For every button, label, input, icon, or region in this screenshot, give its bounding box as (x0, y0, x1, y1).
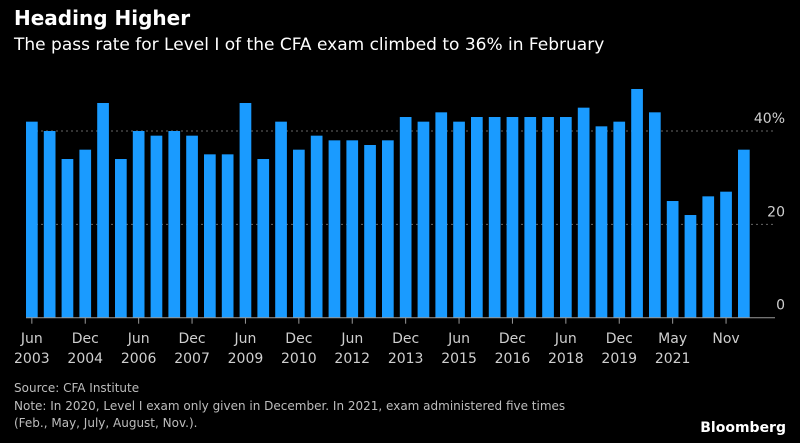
x-tick-label-month: Dec (499, 331, 526, 347)
bar-jun-2007 (168, 131, 181, 318)
bar-dec-2010 (293, 149, 305, 318)
x-tick-label-month: Jun (554, 331, 577, 347)
bar-dec-2008 (221, 154, 234, 318)
source-note: Source: CFA Institute (14, 381, 140, 395)
chart-subtitle: The pass rate for Level I of the CFA exa… (14, 35, 605, 55)
bar-dec-2020 (631, 88, 643, 318)
bar-jun-2003 (26, 121, 38, 318)
x-tick-label-year: 2010 (281, 351, 317, 367)
x-tick-label-month: Nov (712, 331, 739, 347)
bar-dec-2014 (435, 112, 448, 318)
x-tick-label-year: 2016 (495, 351, 531, 367)
x-tick-label-year: 2006 (121, 351, 157, 367)
bar-jun-2009 (239, 102, 252, 318)
x-tick-label-year: 2019 (601, 351, 637, 367)
x-tick-label-year: 2018 (548, 351, 584, 367)
x-tick-label-year: 2012 (334, 351, 370, 367)
bar-dec-2013 (399, 116, 412, 318)
bar-jun-2006 (132, 131, 145, 318)
bar-jun-2017 (524, 116, 537, 318)
bar-dec-2006 (150, 135, 163, 318)
x-tick-label-month: Dec (392, 331, 419, 347)
bloomberg-logo: Bloomberg (700, 420, 786, 436)
x-tick-label-year: 2004 (67, 351, 103, 367)
bar-dec-2007 (186, 135, 198, 318)
x-tick-label-year: 2003 (14, 351, 50, 367)
bar-jun-2011 (310, 135, 323, 318)
bar-may-2021 (666, 201, 679, 318)
bar-jun-2004 (61, 159, 74, 318)
bar-jun-2018 (560, 116, 572, 318)
x-tick-label-year: 2015 (441, 351, 477, 367)
bar-dec-2018 (577, 107, 590, 318)
x-tick-label-month: Jun (447, 331, 470, 347)
x-tick-label-month: Dec (606, 331, 633, 347)
bar-dec-2017 (542, 116, 554, 318)
y-tick-label: 40% (754, 111, 785, 127)
bar-dec-2005 (115, 159, 127, 318)
footnote-line-1: Note: In 2020, Level I exam only given i… (14, 399, 566, 413)
bar-dec-2011 (328, 140, 341, 318)
x-tick-label-month: Dec (72, 331, 99, 347)
bar-dec-2009 (257, 159, 270, 318)
bar-jul-2021 (684, 215, 697, 318)
bar-jun-2016 (488, 116, 501, 318)
footnote-line-2: (Feb., May, July, August, Nov.). (14, 416, 198, 430)
bar-feb-2021 (649, 112, 661, 318)
bar-jun-2012 (346, 140, 359, 318)
x-tick-label-year: 2007 (174, 351, 210, 367)
bar-jun-2010 (275, 121, 287, 318)
bar-jun-2013 (382, 140, 394, 318)
bar-dec-2004 (79, 149, 92, 318)
bar-jun-2008 (204, 154, 216, 318)
chart-title: Heading Higher (14, 6, 191, 30)
bar-dec-2012 (364, 145, 376, 318)
bar-dec-2019 (613, 121, 626, 318)
x-tick-label-month: Dec (179, 331, 206, 347)
bar-jun-2015 (453, 121, 465, 318)
bar-jun-2019 (595, 126, 608, 318)
bar-aug-2021 (702, 196, 715, 318)
x-tick-label-month: Jun (20, 331, 43, 347)
bar-dec-2015 (471, 116, 483, 318)
x-tick-label-month: Dec (285, 331, 312, 347)
bar-jun-2014 (417, 121, 430, 318)
bar-dec-2016 (506, 116, 519, 318)
x-tick-label-year: 2021 (655, 351, 691, 367)
y-tick-label: 20 (767, 204, 785, 220)
bar-feb-2022 (738, 149, 750, 318)
x-tick-label-year: 2009 (228, 351, 264, 367)
x-tick-label-month: May (658, 331, 687, 347)
bar-dec-2003 (43, 131, 56, 318)
bar-nov-2021 (720, 191, 732, 318)
x-tick-label-year: 2013 (388, 351, 424, 367)
bar-jun-2005 (97, 102, 109, 318)
x-tick-label-month: Jun (127, 331, 150, 347)
x-tick-label-month: Jun (234, 331, 257, 347)
x-tick-label-month: Jun (340, 331, 363, 347)
y-tick-label: 0 (776, 298, 785, 314)
